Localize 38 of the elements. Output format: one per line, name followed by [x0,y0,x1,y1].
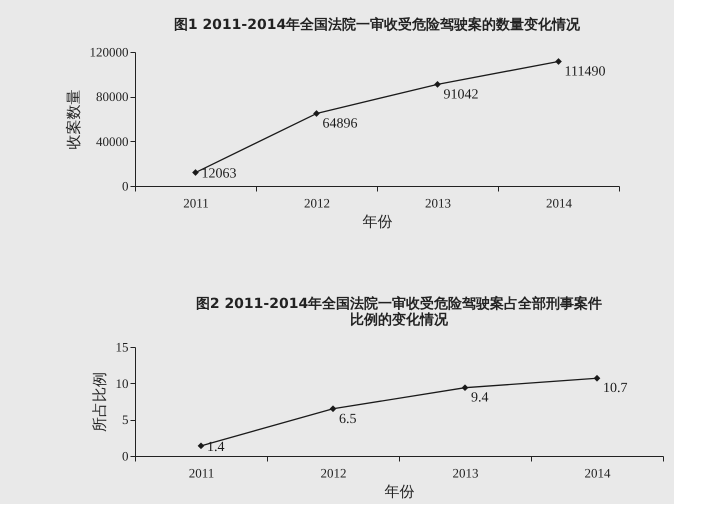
point [313,110,320,117]
point [330,405,336,412]
data-label: 10.7 [603,381,628,396]
y-axis-title: 收案数量 [64,90,82,150]
point [594,374,600,382]
y-tick-label: 5 [122,412,128,428]
point [198,442,204,450]
y-tick-label: 10 [116,376,128,391]
data-label: 111490 [564,64,606,80]
chart-title: 图1 2011-2014年全国法院一审收受危险驾驶案的数量变化情况 [174,16,582,33]
x-tick-label: 2013 [425,196,451,210]
data-label: 6.5 [339,412,356,427]
y-tick-label: 0 [122,178,128,194]
x-tick-label: 2011 [188,466,214,480]
y-tick-label: 15 [116,340,128,354]
y-tick-label: 80000 [96,89,128,104]
point [434,80,441,88]
data-label: 91042 [444,87,478,102]
x-tick-label: 2013 [452,466,478,480]
y-tick-label: 40000 [96,134,128,149]
data-label: 12063 [202,166,236,182]
chart-title: 图2 2011-2014年全国法院一审收受危险驾驶案占全部刑事案件比例的变化情况 [196,295,602,328]
y-tick-label: 0 [122,448,128,464]
x-axis-title: 年份 [362,212,392,230]
point [462,384,468,392]
x-tick-label: 2012 [304,196,330,210]
data-label: 64896 [322,116,358,132]
x-axis-title: 年份 [384,482,414,500]
point [555,58,562,65]
point [192,169,199,176]
data-label: 1.4 [207,440,224,455]
data-label: 9.4 [471,390,488,406]
x-tick-label: 2014 [584,466,611,480]
x-tick-label: 2012 [320,466,346,480]
x-tick-label: 2011 [183,196,209,210]
y-tick-label: 120000 [90,44,128,60]
y-axis-title: 所占比例 [90,372,108,432]
x-tick-label: 2014 [546,196,572,210]
